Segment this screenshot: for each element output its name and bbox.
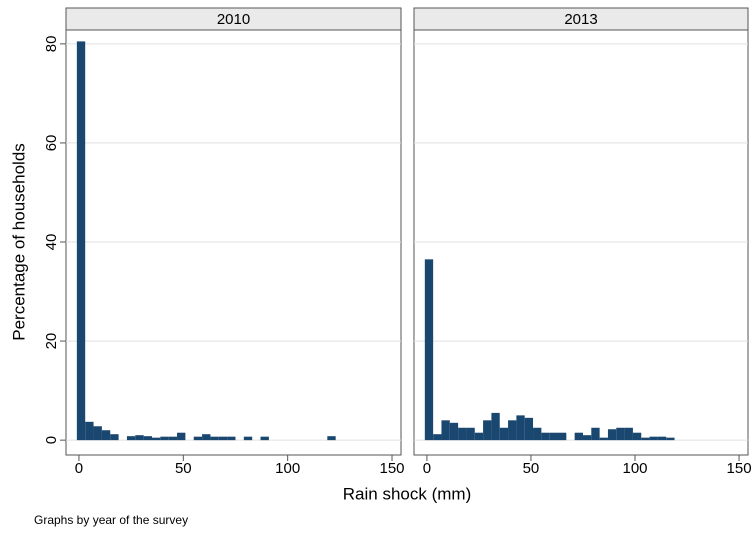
bar — [591, 427, 600, 441]
x-tick-label: 0 — [75, 460, 83, 477]
bar — [193, 436, 203, 441]
x-tick-label: 100 — [622, 460, 647, 477]
bar — [666, 437, 675, 441]
bar — [210, 436, 219, 441]
bar — [632, 432, 642, 441]
bar — [135, 435, 144, 441]
bar — [516, 415, 525, 441]
y-tick-label: 80 — [43, 36, 60, 53]
bar — [441, 420, 450, 441]
bar — [327, 436, 336, 441]
bar — [649, 436, 658, 441]
bar — [101, 430, 111, 441]
bar — [168, 436, 178, 441]
x-tick-label: 150 — [727, 460, 752, 477]
bar — [641, 437, 650, 441]
bar — [160, 436, 169, 441]
x-tick-label: 50 — [523, 460, 540, 477]
bar — [260, 436, 269, 441]
bar — [424, 259, 434, 441]
panel-title: 2013 — [564, 11, 597, 28]
panel-title: 2010 — [217, 11, 250, 28]
x-axis-label: Rain shock (mm) — [343, 484, 471, 503]
y-tick-label: 20 — [43, 333, 60, 350]
y-tick-label: 0 — [43, 436, 60, 444]
bar — [466, 427, 475, 441]
bar — [151, 437, 161, 441]
bar — [126, 436, 136, 441]
bar — [624, 427, 633, 441]
bar — [474, 432, 484, 441]
bar — [483, 420, 492, 441]
bar — [458, 427, 467, 441]
bar — [599, 437, 608, 441]
bar — [524, 417, 534, 441]
y-tick-label: 60 — [43, 135, 60, 152]
bar — [491, 412, 500, 441]
bar — [574, 432, 583, 441]
bar — [433, 434, 442, 441]
bar — [110, 434, 119, 441]
bar — [582, 435, 592, 441]
x-tick-label: 50 — [175, 460, 192, 477]
bar — [533, 427, 542, 441]
bar — [227, 436, 236, 441]
note: Graphs by year of the survey — [34, 513, 188, 527]
x-tick-label: 150 — [380, 460, 405, 477]
bar — [499, 427, 509, 441]
bar — [177, 432, 186, 441]
bar — [549, 432, 559, 441]
y-axis-label: Percentage of households — [9, 143, 28, 341]
bar — [657, 436, 667, 441]
bar — [93, 426, 102, 441]
bar — [85, 421, 94, 441]
bar — [607, 429, 617, 441]
bar — [449, 422, 459, 441]
bar — [616, 427, 625, 441]
y-tick-label: 40 — [43, 234, 60, 251]
bar — [143, 436, 152, 441]
bar — [558, 432, 567, 441]
bar — [202, 434, 211, 441]
x-tick-label: 100 — [275, 460, 300, 477]
bar — [218, 436, 228, 441]
x-tick-label: 0 — [423, 460, 431, 477]
bar — [541, 432, 550, 441]
bar — [508, 420, 517, 441]
bar — [76, 41, 86, 441]
bar — [243, 436, 253, 441]
